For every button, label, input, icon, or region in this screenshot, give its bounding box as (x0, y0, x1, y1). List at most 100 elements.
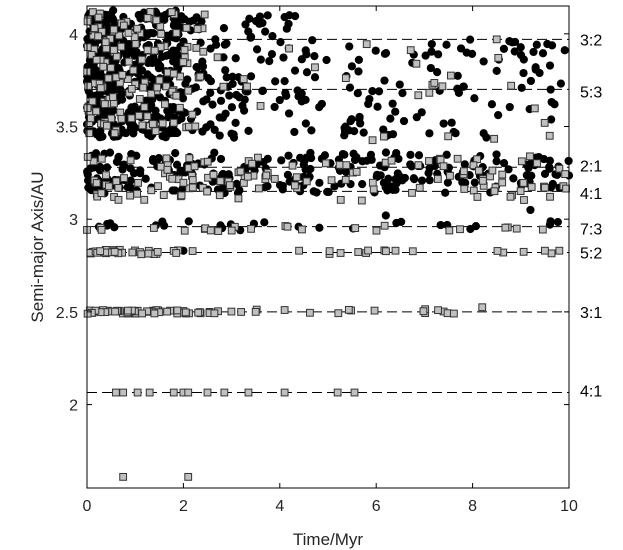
scatter-point-filled (320, 151, 330, 160)
scatter-point-square (92, 179, 101, 187)
scatter-point-filled (470, 178, 479, 187)
scatter-point-filled (412, 113, 421, 122)
scatter-point-filled (270, 102, 279, 112)
scatter-point-filled (470, 94, 479, 103)
scatter-point-square (135, 95, 144, 103)
scatter-point-filled (232, 179, 241, 188)
scatter-point-filled (149, 75, 158, 84)
scatter-point-filled (519, 55, 528, 64)
resonance-labels: 3:2 5:3 2:1 4:1 7:3 5:2 3:1 4:1 (580, 32, 602, 400)
x-tick-label: 4 (275, 498, 284, 515)
scatter-point-square (545, 131, 554, 140)
scatter-point-square (200, 10, 209, 19)
scatter-point-square (184, 472, 193, 481)
scatter-point-square (354, 248, 363, 256)
resonance-label: 5:3 (580, 84, 602, 101)
scatter-point-square (190, 162, 199, 171)
scatter-point-filled (271, 77, 280, 86)
scatter-point-filled (436, 220, 445, 230)
scatter-point-filled (283, 170, 293, 180)
scatter-point-square (163, 165, 172, 174)
scatter-point-filled (531, 63, 540, 72)
scatter-point-square (243, 82, 251, 91)
scatter-point-square (336, 249, 345, 257)
scatter-point-filled (290, 66, 300, 75)
scatter-point-square (321, 159, 330, 168)
scatter-point-filled (246, 33, 255, 42)
scatter-point-square (111, 307, 119, 316)
scatter-point-square (145, 388, 154, 397)
scatter-point-square (262, 171, 271, 180)
scatter-point-square (153, 247, 162, 256)
scatter-point-square (133, 388, 142, 397)
scatter-point-square (473, 193, 482, 201)
scatter-point-filled (141, 174, 150, 183)
scatter-point-square (133, 189, 142, 198)
scatter-point-filled (547, 115, 556, 124)
scatter-point-square (449, 309, 458, 318)
scatter-point-filled (265, 57, 274, 66)
scatter-point-filled (301, 119, 310, 128)
scatter-point-filled (126, 164, 135, 173)
scatter-point-filled (284, 19, 293, 29)
scatter-point-filled (359, 128, 368, 137)
scatter-point-square (547, 249, 556, 258)
scatter-point-square (469, 161, 478, 170)
scatter-point-square (172, 249, 181, 257)
scatter-point-filled (258, 86, 268, 95)
y-tick-label: 4 (69, 27, 78, 44)
scatter-point-square (143, 112, 152, 121)
x-tick-label: 10 (560, 498, 578, 515)
scatter-point-square (341, 74, 350, 83)
scatter-point-square (124, 28, 133, 37)
scatter-point-filled (460, 160, 469, 169)
scatter-point-square (193, 25, 202, 33)
scatter-point-filled (414, 151, 424, 160)
scatter-point-square (123, 306, 132, 315)
scatter-point-square (196, 72, 205, 81)
scatter-point-filled (221, 66, 230, 75)
scatter-point-filled (353, 89, 362, 98)
x-axis-title: Time/Myr (293, 530, 364, 549)
scatter-point-square (83, 309, 92, 318)
y-axis-title: Semi-major Axis/AU (28, 171, 47, 322)
scatter-point-square (126, 191, 135, 200)
scatter-point-filled (310, 73, 320, 82)
scatter-point-square (446, 171, 454, 180)
scatter-point-filled (519, 68, 528, 78)
scatter-point-square (114, 195, 123, 204)
scatter-point-square (115, 31, 123, 40)
scatter-point-square (97, 225, 106, 234)
scatter-point-square (526, 152, 534, 161)
scatter-point-filled (399, 116, 409, 126)
scatter-point-filled (540, 169, 550, 178)
scatter-point-square (227, 226, 236, 235)
scatter-point-square (120, 174, 128, 182)
scatter-point-square (192, 44, 201, 52)
scatter-point-square (327, 176, 336, 185)
scatter-point-square (109, 93, 117, 101)
scatter-point-filled (261, 27, 270, 36)
scatter-point-square (173, 306, 182, 315)
scatter-point-filled (162, 51, 171, 60)
scatter-point-filled (206, 88, 215, 98)
scatter-point-square (469, 186, 478, 195)
scatter-point-filled (227, 103, 237, 112)
scatter-point-filled (198, 127, 207, 136)
scatter-point-square (188, 176, 197, 184)
scatter-point-square (110, 99, 118, 108)
scatter-point-filled (340, 123, 349, 133)
scatter-point-filled (241, 20, 250, 29)
scatter-point-filled (388, 99, 397, 108)
scatter-point-square (83, 43, 92, 52)
x-axis: 0 2 4 6 8 10 (83, 6, 578, 515)
scatter-point-square (490, 187, 499, 196)
scatter-point-square (478, 303, 487, 312)
scatter-point-square (112, 52, 121, 61)
scatter-point-filled (526, 76, 536, 86)
scatter-point-filled (224, 170, 233, 179)
scatter-point-filled (95, 166, 105, 175)
scatter-point-square (143, 14, 152, 22)
scatter-point-filled (347, 62, 356, 71)
